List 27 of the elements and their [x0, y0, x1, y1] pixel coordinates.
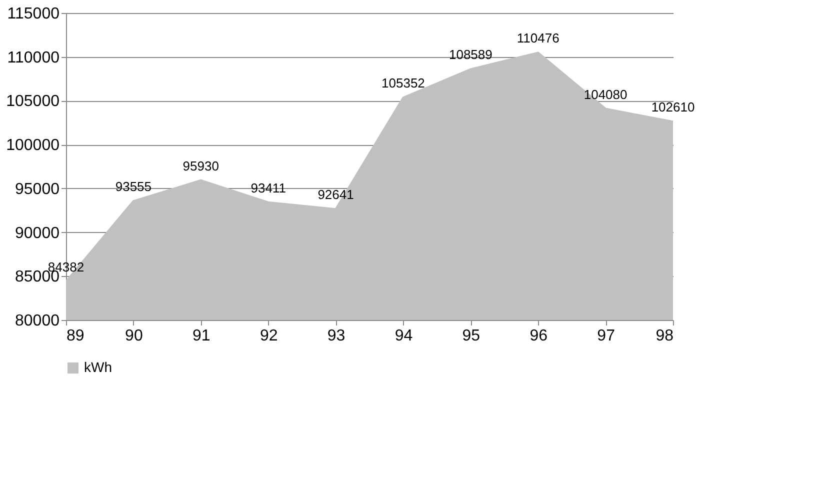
- data-label: 108589: [448, 47, 492, 62]
- x-tick-label: 92: [260, 328, 278, 344]
- data-label: 102610: [651, 100, 695, 115]
- x-tick-label: 98: [656, 328, 674, 344]
- y-tick-label: 80000: [15, 312, 60, 330]
- x-tick-label: 91: [192, 328, 210, 344]
- data-label: 92641: [318, 187, 354, 202]
- y-tick-label: 115000: [7, 6, 60, 22]
- y-tick-label: 90000: [15, 224, 60, 242]
- y-tick-label: 110000: [7, 49, 60, 66]
- data-label: 93411: [250, 180, 286, 196]
- y-tick-label: 95000: [15, 180, 60, 198]
- x-tick-label: 89: [66, 328, 84, 344]
- data-label: 104080: [584, 86, 628, 102]
- data-label: 105352: [382, 76, 425, 91]
- x-tick-label: 93: [327, 328, 346, 344]
- data-label: 93555: [115, 179, 152, 194]
- data-label: 95930: [182, 158, 219, 174]
- data-label: 110476: [516, 30, 560, 46]
- legend-label: kWh: [84, 359, 112, 375]
- x-tick-label: 90: [125, 328, 143, 344]
- x-tick-label: 96: [530, 328, 548, 344]
- x-tick-label: 95: [462, 328, 480, 344]
- y-tick-label: 100000: [6, 137, 60, 154]
- x-tick-label: 94: [394, 328, 413, 344]
- y-tick-label: 105000: [6, 93, 60, 110]
- x-tick-label: 97: [597, 328, 616, 344]
